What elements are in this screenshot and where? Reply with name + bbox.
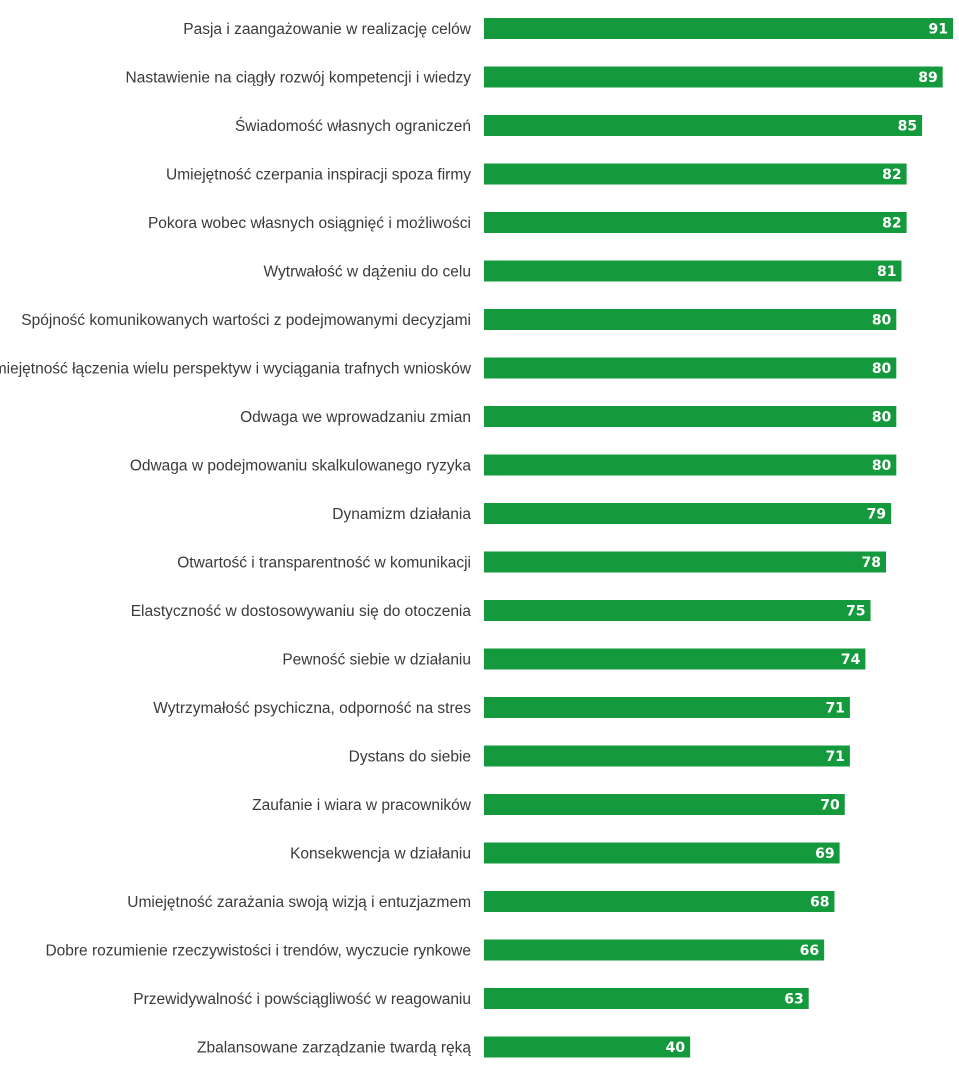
value-label: 71: [825, 701, 844, 717]
category-label: Wytrwałość w dążeniu do celu: [264, 264, 471, 281]
bar: [484, 454, 897, 476]
category-label: Spójność komunikowanych wartości z podej…: [21, 312, 471, 329]
value-label: 80: [872, 361, 892, 377]
bar: [484, 260, 902, 282]
value-label: 40: [666, 1040, 686, 1056]
bar: [484, 842, 840, 864]
category-label: Świadomość własnych ograniczeń: [235, 117, 471, 135]
value-label: 79: [867, 507, 886, 523]
category-label: Dobre rozumienie rzeczywistości i trendó…: [45, 943, 471, 960]
bar: [484, 503, 892, 524]
category-label: Elastyczność w dostosowywaniu się do oto…: [131, 603, 472, 620]
value-label: 89: [918, 70, 937, 86]
category-label: Przewidywalność i powściągliwość w reago…: [133, 991, 471, 1008]
category-label: Odwaga we wprowadzaniu zmian: [240, 409, 471, 426]
bar: [484, 18, 953, 39]
category-label: Pokora wobec własnych osiągnięć i możliw…: [148, 215, 471, 232]
category-label: Konsekwencja w działaniu: [290, 846, 471, 863]
value-label: 68: [810, 895, 829, 911]
value-label: 80: [872, 410, 892, 426]
bar: [484, 600, 871, 621]
bar: [484, 66, 943, 88]
category-label: Odwaga w podejmowaniu skalkulowanego ryz…: [130, 458, 472, 475]
value-label: 71: [825, 749, 844, 765]
bar: [484, 357, 897, 379]
bar: [484, 988, 809, 1009]
value-label: 81: [877, 264, 896, 280]
bar: [484, 939, 825, 961]
bar: [484, 212, 907, 233]
bar: [484, 745, 850, 767]
bar: [484, 309, 897, 330]
category-label: Zbalansowane zarządzanie twardą ręką: [197, 1040, 471, 1057]
value-label: 80: [872, 313, 892, 329]
category-label: Pasja i zaangażowanie w realizację celów: [183, 21, 472, 38]
category-label: Umiejętność czerpania inspiracji spoza f…: [166, 167, 471, 184]
value-label: 69: [815, 846, 834, 862]
value-label: 66: [800, 943, 819, 959]
bar: [484, 551, 886, 573]
value-label: 82: [882, 216, 901, 232]
category-label: Wytrzymałość psychiczna, odporność na st…: [153, 700, 471, 717]
value-label: 80: [872, 458, 892, 474]
value-label: 63: [784, 992, 803, 1008]
bar: [484, 697, 850, 718]
category-label: Dynamizm działania: [332, 506, 471, 523]
category-label: Umiejętność łączenia wielu perspektyw i …: [0, 361, 472, 378]
bar: [484, 163, 907, 185]
category-label: Umiejętność zarażania swoją wizją i entu…: [127, 894, 471, 911]
value-label: 70: [820, 798, 840, 814]
value-label: 78: [862, 555, 881, 571]
category-label: Dystans do siebie: [349, 749, 471, 766]
bar: [484, 1036, 691, 1058]
bar: [484, 648, 866, 670]
value-label: 75: [846, 604, 865, 620]
value-label: 82: [882, 167, 901, 183]
bar: [484, 406, 897, 427]
value-label: 74: [841, 652, 861, 668]
category-label: Otwartość i transparentność w komunikacj…: [177, 555, 471, 572]
category-label: Pewność siebie w działaniu: [282, 652, 471, 669]
value-label: 85: [898, 119, 917, 135]
bar: [484, 794, 845, 815]
value-label: 91: [929, 22, 948, 38]
bar: [484, 115, 923, 136]
category-label: Zaufanie i wiara w pracowników: [252, 797, 472, 814]
bar: [484, 891, 835, 912]
category-label: Nastawienie na ciągły rozwój kompetencji…: [126, 70, 472, 87]
